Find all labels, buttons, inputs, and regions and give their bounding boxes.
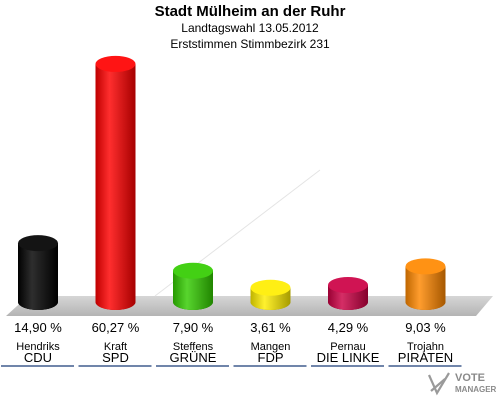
bar-die-linke	[328, 277, 368, 310]
party-label-fdp: FDP	[258, 350, 284, 365]
party-label-piraten: PIRATEN	[398, 350, 453, 365]
bar-body-cdu	[18, 243, 58, 302]
value-label-gr-ne: 7,90 %	[173, 320, 214, 335]
party-label-die-linke: DIE LINKE	[317, 350, 380, 365]
bar-piraten	[405, 258, 446, 310]
bar-top-cdu	[18, 235, 58, 252]
bar-bottom-spd	[95, 294, 136, 310]
value-label-piraten: 9,03 %	[405, 320, 446, 335]
party-label-spd: SPD	[102, 350, 129, 365]
chart-title: Stadt Mülheim an der Ruhr	[154, 3, 346, 20]
bar-bottom-cdu	[18, 294, 58, 310]
bar-body-spd	[95, 63, 136, 302]
bar-bottom-fdp	[250, 294, 291, 310]
logo-text-vote: VOTE	[455, 372, 485, 384]
party-label-cdu: CDU	[24, 350, 52, 365]
bar-bottom-die-linke	[328, 294, 368, 310]
bar-top-spd	[95, 55, 136, 72]
value-label-spd: 60,27 %	[92, 320, 140, 335]
chart-subtitle-district: Erststimmen Stimmbezirk 231	[170, 37, 330, 51]
candidate-label-spd: Kraft	[104, 341, 127, 353]
bar-top-piraten	[405, 258, 446, 275]
vote-manager-logo: VOTE MANAGER	[427, 372, 497, 396]
party-label-gr-ne: GRÜNE	[170, 350, 217, 365]
value-label-fdp: 3,61 %	[250, 320, 291, 335]
value-label-cdu: 14,90 %	[14, 320, 62, 335]
bar-bottom-piraten	[405, 294, 446, 310]
bar-top-gr-ne	[173, 262, 213, 279]
candidate-label-cdu: Hendriks	[16, 341, 60, 353]
bar-fdp	[250, 279, 291, 310]
candidate-label-fdp: Mangen	[251, 341, 291, 353]
bar-top-fdp	[250, 279, 291, 296]
value-label-die-linke: 4,29 %	[328, 320, 369, 335]
candidate-label-piraten: Trojahn	[407, 341, 444, 353]
logo-text-manager: MANAGER	[455, 385, 497, 394]
bar-cdu	[18, 235, 58, 310]
chart-subtitle-election: Landtagswahl 13.05.2012	[181, 21, 319, 35]
bar-gr-ne	[173, 262, 213, 310]
bar-bottom-gr-ne	[173, 294, 213, 310]
candidate-label-die-linke: Pernau	[330, 341, 365, 353]
candidate-label-gr-ne: Steffens	[173, 341, 214, 353]
bar-spd	[95, 55, 136, 310]
bar-top-die-linke	[328, 277, 368, 294]
